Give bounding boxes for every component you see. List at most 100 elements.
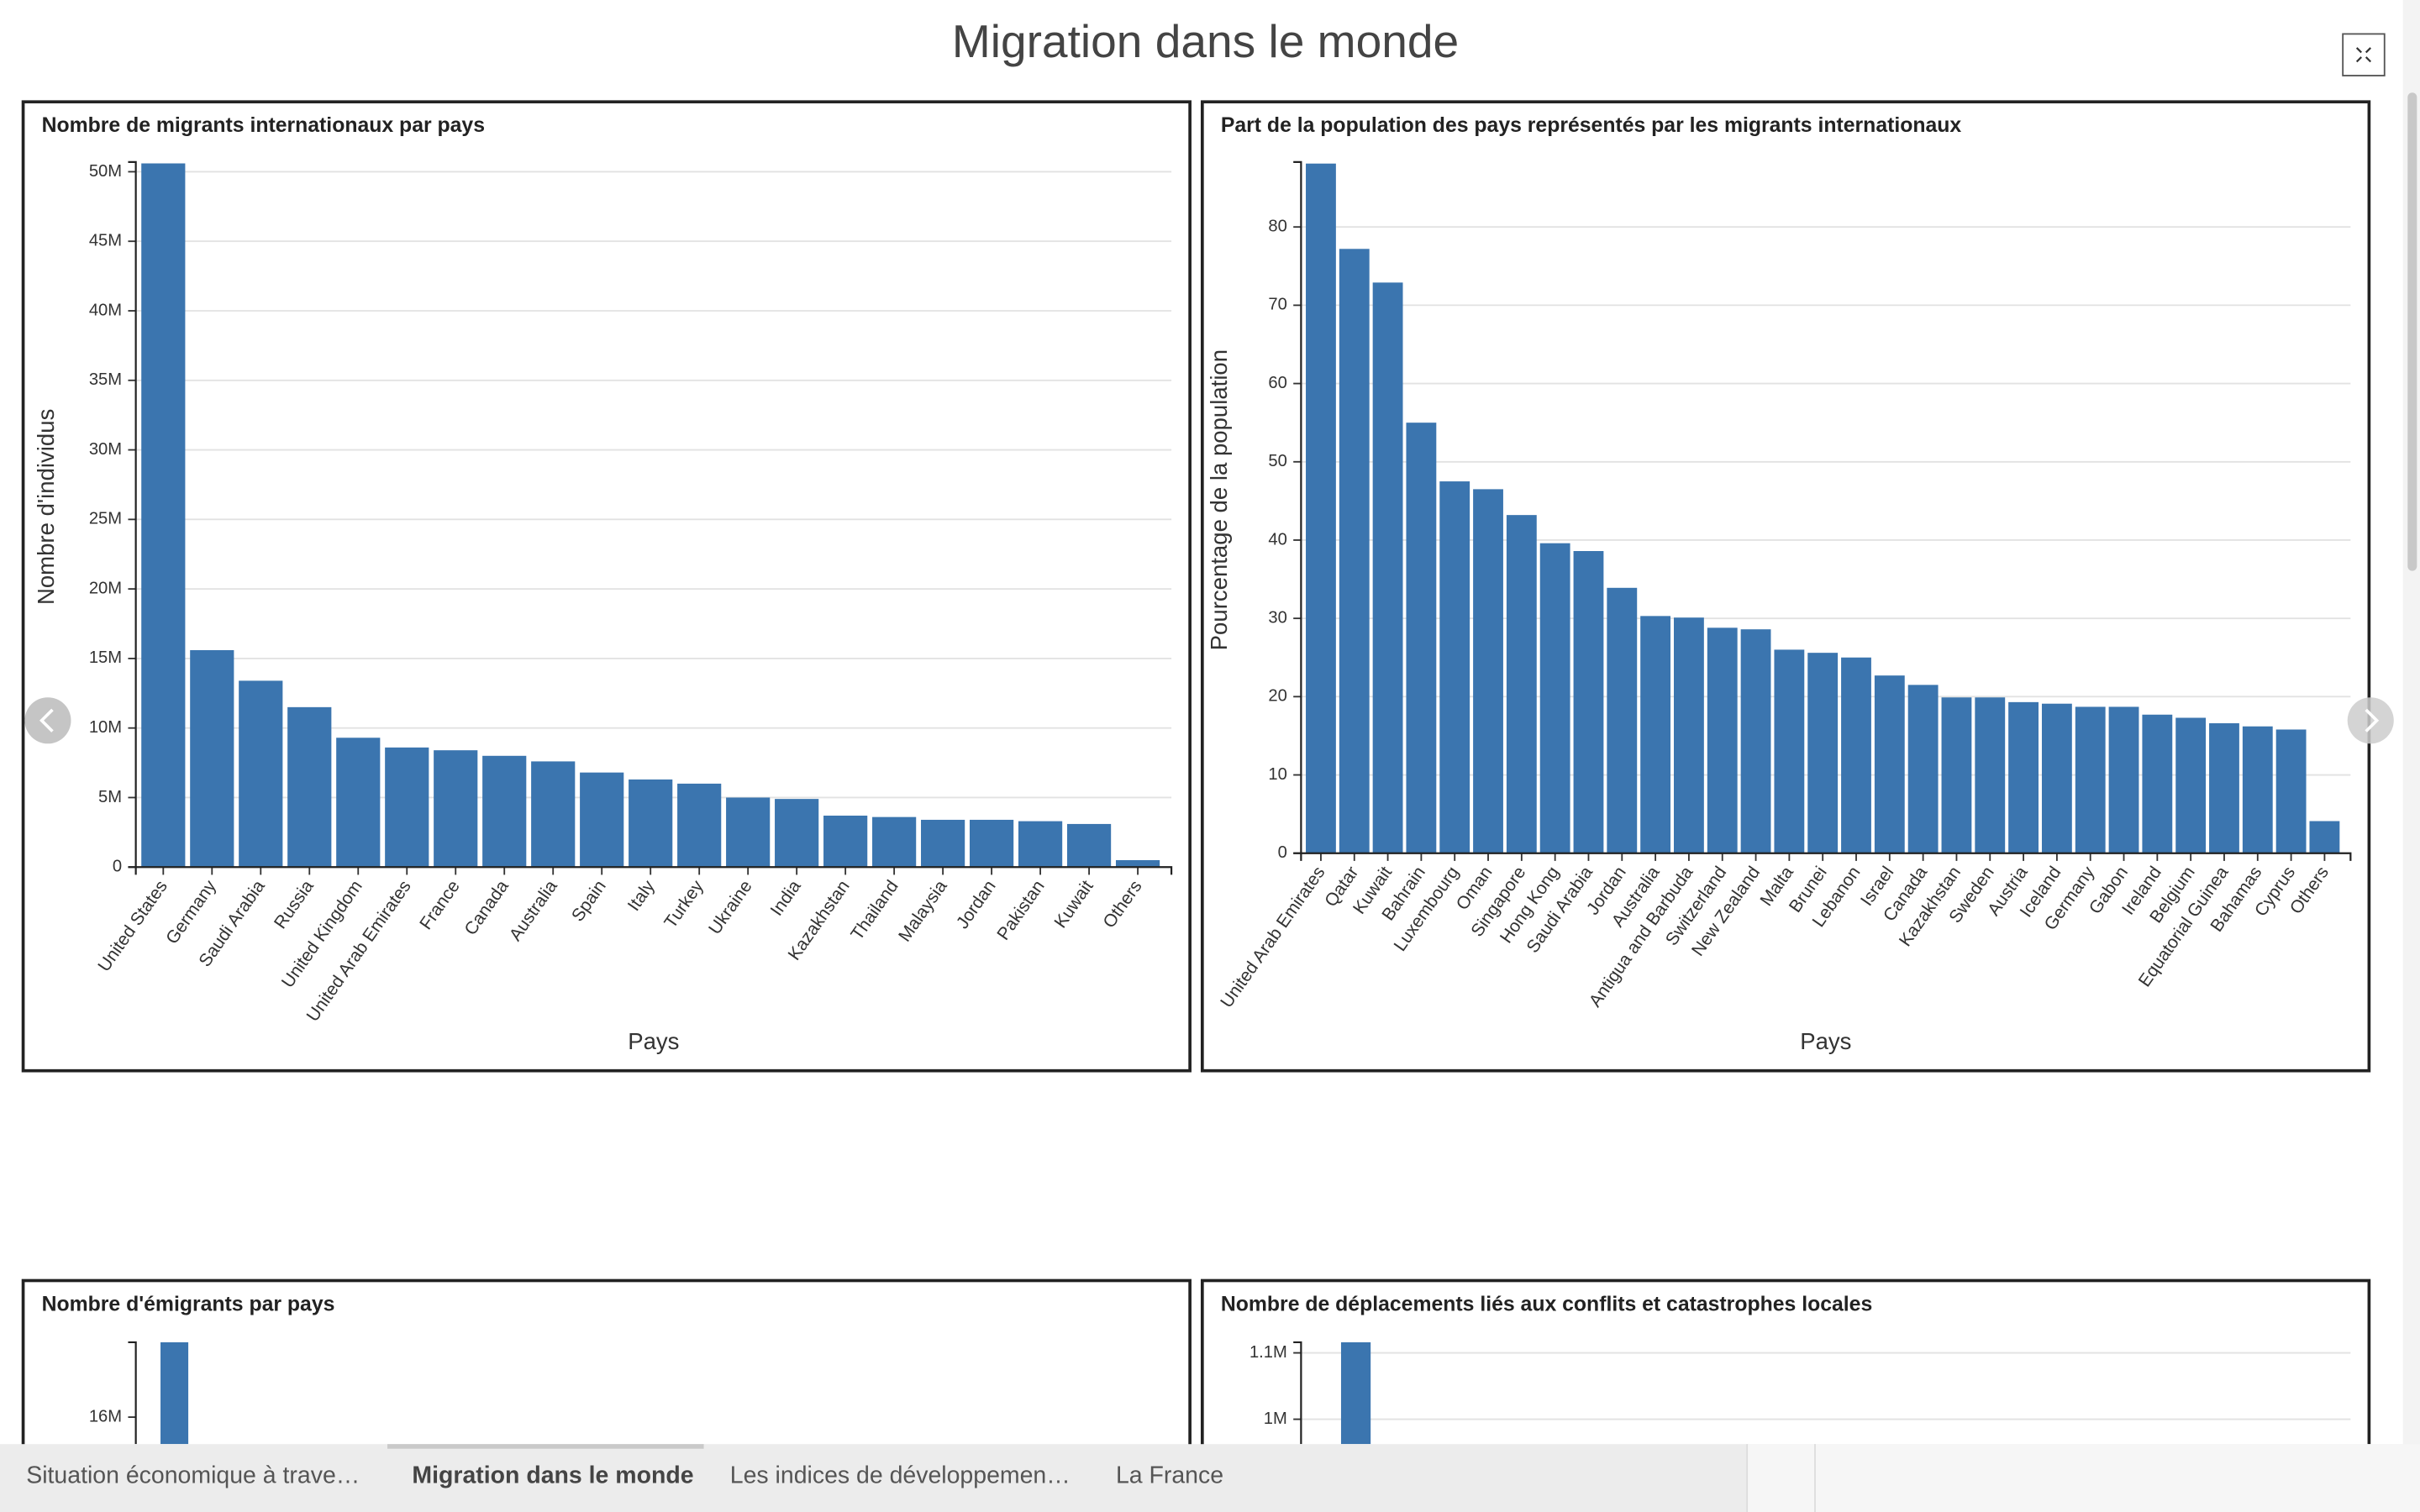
- bar: [2209, 723, 2239, 853]
- bar: [1607, 587, 1638, 853]
- y-tick-label: 0: [1278, 843, 1287, 862]
- bar: [1406, 423, 1437, 853]
- y-tick-label: 70: [1268, 296, 1286, 314]
- bar: [1941, 697, 1972, 853]
- bar: [1573, 551, 1604, 853]
- x-axis: [1300, 852, 2352, 861]
- bar: [2108, 706, 2139, 853]
- y-tick-label: 45M: [89, 232, 122, 250]
- bar: [1774, 649, 1805, 853]
- bar: [1473, 489, 1503, 853]
- tab-bar: [0, 1444, 2420, 1512]
- bar: [775, 799, 819, 868]
- bar: [531, 761, 576, 868]
- exit-fullscreen-button[interactable]: [2342, 33, 2386, 76]
- tab-active[interactable]: Migration dans le monde: [412, 1462, 693, 1488]
- y-tick-label: 30: [1268, 608, 1286, 627]
- bar: [970, 819, 1014, 868]
- y-tick-label: 40M: [89, 301, 122, 319]
- y-tick-label: 1M: [1264, 1410, 1287, 1428]
- y-axis: [1293, 1341, 1302, 1445]
- y-tick-label: 20M: [89, 579, 122, 597]
- y-tick-label: 30M: [89, 440, 122, 459]
- y-tick-label: 15M: [89, 648, 122, 667]
- bar: [1340, 1341, 1371, 1445]
- bar: [287, 706, 332, 868]
- y-tick-label: 50M: [89, 162, 122, 181]
- bar: [2075, 706, 2106, 853]
- bar: [629, 779, 673, 868]
- chart-title: Nombre de déplacements liés aux conflits…: [1221, 1293, 1872, 1315]
- bar: [1066, 823, 1112, 868]
- x-axis: [134, 866, 1173, 875]
- y-axis-label: Pourcentage de la population: [1206, 349, 1232, 650]
- bar: [2309, 821, 2340, 853]
- bar: [1115, 859, 1160, 868]
- bar: [1339, 249, 1370, 853]
- bar: [190, 649, 234, 868]
- bar: [385, 747, 429, 868]
- y-tick-label: 10: [1268, 765, 1286, 784]
- bar: [1539, 543, 1570, 853]
- bar: [1640, 616, 1671, 853]
- bar: [2242, 726, 2273, 853]
- panel-border: [21, 100, 1192, 1073]
- bar: [160, 1341, 189, 1445]
- bar: [872, 816, 917, 868]
- bar: [1306, 163, 1336, 853]
- bar: [1506, 515, 1537, 853]
- tab[interactable]: Situation économique à trave…: [26, 1462, 360, 1488]
- x-axis-label: Pays: [628, 1028, 679, 1054]
- bar: [580, 772, 624, 868]
- bar: [482, 755, 527, 868]
- bar: [1372, 282, 1403, 853]
- next-arrow[interactable]: [2347, 697, 2394, 744]
- bar: [2175, 717, 2207, 853]
- bar: [239, 680, 283, 868]
- bar: [1674, 617, 1704, 853]
- chart: Nombre de déplacements liés aux conflits…: [1221, 1293, 2351, 1445]
- y-axis: [128, 160, 137, 869]
- bar: [1439, 481, 1470, 853]
- tab[interactable]: Les indices de développemen…: [730, 1462, 1071, 1488]
- scrollbar-thumb[interactable]: [2407, 92, 2417, 571]
- x-axis-label: Pays: [1800, 1028, 1851, 1054]
- bar: [921, 819, 965, 868]
- y-tick-label: 16M: [89, 1407, 122, 1425]
- bar: [726, 797, 771, 868]
- panel-border: [1200, 100, 2371, 1073]
- chart-panel: Nombre d'émigrants par pays 16M: [21, 1278, 1192, 1512]
- bar: [1841, 657, 1871, 853]
- chart-title: Part de la population des pays représent…: [1221, 114, 1962, 137]
- y-axis: [128, 1341, 137, 1445]
- y-tick-label: 20: [1268, 687, 1286, 706]
- bar: [434, 750, 478, 868]
- page-title: Migration dans le monde: [952, 15, 1459, 67]
- bar: [1018, 821, 1063, 868]
- y-tick-label: 40: [1268, 530, 1286, 549]
- bar: [2008, 701, 2039, 853]
- bar: [1707, 627, 1738, 853]
- y-tick-label: 50: [1268, 452, 1286, 470]
- bar: [2275, 729, 2307, 853]
- bar: [823, 815, 868, 868]
- chart-panel: Nombre de déplacements liés aux conflits…: [1200, 1278, 2371, 1512]
- bar: [1907, 685, 1939, 853]
- y-tick-label: 35M: [89, 370, 122, 389]
- bar: [2142, 714, 2173, 853]
- bar: [141, 163, 186, 868]
- bar: [1975, 697, 2006, 853]
- y-tick-label: 60: [1268, 374, 1286, 392]
- panel-border: [1200, 1278, 2371, 1512]
- y-tick-label: 80: [1268, 218, 1286, 236]
- bar: [1740, 629, 1771, 853]
- y-axis: [1293, 160, 1302, 854]
- tab[interactable]: La France: [1116, 1462, 1223, 1488]
- y-tick-label: 10M: [89, 718, 122, 737]
- prev-arrow[interactable]: [24, 697, 71, 744]
- bar: [336, 738, 381, 868]
- chart: Nombre d'émigrants par pays 16M: [42, 1293, 334, 1445]
- y-tick-label: 25M: [89, 510, 122, 528]
- y-tick-label: 1.1M: [1249, 1343, 1287, 1362]
